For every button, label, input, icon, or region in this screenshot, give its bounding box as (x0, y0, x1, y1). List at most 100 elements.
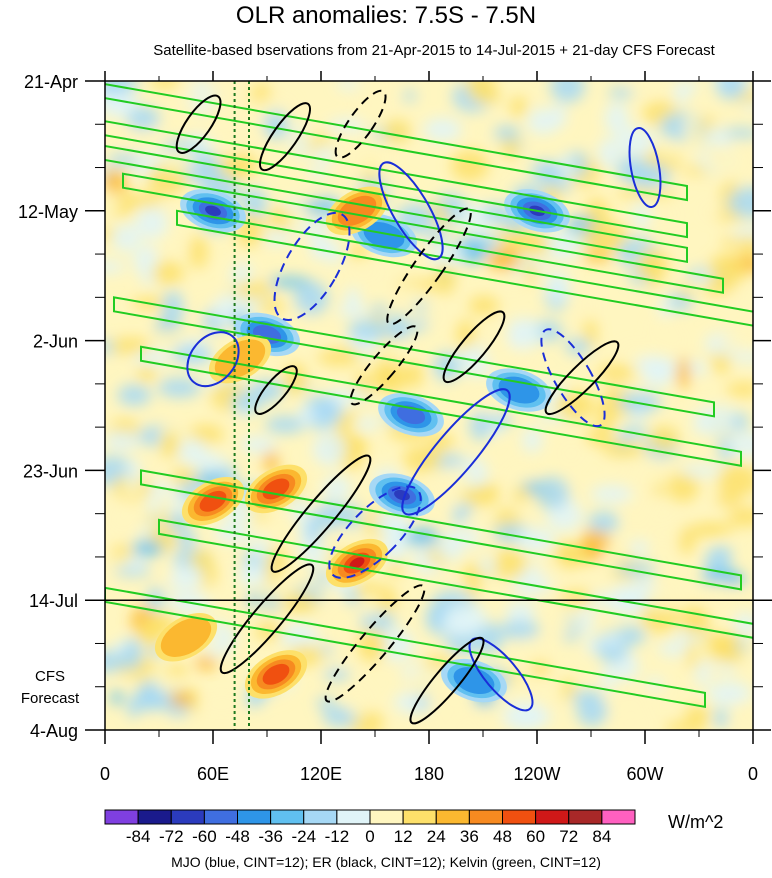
anomaly-speck (728, 431, 753, 458)
anomaly-speck (348, 688, 368, 719)
anomaly-speck (644, 81, 679, 95)
anomaly-speck (177, 438, 208, 465)
anomaly-speck (323, 668, 351, 681)
anomaly-speck (707, 681, 752, 706)
colorbar-swatch-12 (502, 809, 537, 825)
anomaly-speck (194, 656, 218, 671)
anomaly-speck (131, 540, 164, 557)
anomaly-speck (150, 81, 180, 89)
anomaly-speck (428, 697, 470, 723)
anomaly-speck (483, 202, 507, 223)
anomaly-speck (255, 97, 294, 112)
anomaly-speck (360, 592, 382, 617)
anomaly-speck (202, 582, 218, 602)
colorbar-label-4: -36 (258, 827, 283, 846)
kelvin-contour-9 (105, 586, 706, 709)
anomaly-speck (583, 219, 620, 253)
mjo-contour-5 (273, 211, 351, 321)
x-tick-label-1: 60E (197, 764, 229, 784)
colorbar-label-7: 0 (365, 827, 374, 846)
anomaly-speck (558, 154, 576, 182)
kelvin-contour-0 (105, 83, 688, 202)
anomaly-speck (109, 556, 131, 568)
anomaly-speck (576, 695, 608, 727)
x-tick-label-5: 60W (626, 764, 663, 784)
mjo-contour-0 (378, 161, 444, 261)
axes: 21-Apr 12-May 2-Jun 23-Jun 14-Jul 4-Aug 0 60E 12… (18, 71, 771, 784)
anomaly-speck (509, 96, 528, 118)
anomaly-speck (608, 709, 651, 730)
anomaly-speck (630, 459, 668, 488)
anomaly-speck (126, 555, 146, 571)
anomaly-speck (450, 149, 489, 182)
anomaly-speck (391, 312, 406, 342)
y-tick-label-5: 4-Aug (30, 721, 78, 741)
colorbar-label-5: -24 (291, 827, 316, 846)
anomaly-speck (716, 81, 746, 100)
anomaly-feature-13 (244, 650, 308, 699)
anomaly-speck (403, 446, 442, 473)
anomaly-speck (715, 493, 741, 507)
anomaly-speck (499, 620, 540, 640)
anomaly-speck (659, 142, 676, 161)
colorbar-swatch-4 (237, 809, 272, 825)
anomaly-speck (679, 464, 723, 477)
anomaly-speck (703, 205, 725, 217)
anomaly-level (160, 617, 212, 657)
anomaly-speck (596, 400, 616, 431)
x-tick-label-2: 120E (300, 764, 342, 784)
anomaly-feature-5 (369, 473, 435, 517)
anomaly-speck (324, 650, 352, 676)
er-contour-8 (219, 563, 315, 675)
anomaly-speck (718, 333, 753, 351)
er-contour-4 (442, 310, 506, 384)
anomaly-speck (189, 424, 224, 444)
anomaly-speck (239, 436, 270, 452)
anomaly-feature-14 (154, 613, 218, 662)
y-tick-label-3: 23-Jun (23, 461, 78, 481)
anomaly-speck (494, 125, 521, 141)
anomaly-speck (314, 501, 349, 530)
anomaly-speck (703, 143, 728, 166)
anomaly-speck (355, 92, 387, 120)
er-contour-7 (270, 454, 372, 573)
anomaly-speck (336, 164, 363, 176)
anomaly-speck (322, 707, 360, 727)
anomaly-level (205, 205, 221, 217)
anomaly-speck (710, 546, 733, 562)
anomaly-speck (121, 483, 142, 498)
anomaly-speck (729, 352, 753, 363)
anomaly-speck (551, 103, 567, 128)
anomaly-speck (537, 555, 561, 582)
anomaly-speck (265, 416, 307, 434)
anomaly-speck (562, 446, 579, 461)
anomaly-speck (396, 284, 423, 299)
anomaly-speck (105, 190, 121, 214)
anomaly-speck (147, 237, 189, 255)
colorbar-units: W/m^2 (668, 812, 724, 832)
anomaly-speck (545, 230, 580, 261)
colorbar-swatch-1 (137, 809, 172, 825)
anomaly-speck (423, 117, 462, 142)
colorbar-label-12: 60 (526, 827, 545, 846)
er-contour-1 (259, 102, 311, 172)
anomaly-speck (105, 169, 127, 197)
anomaly-speck (658, 641, 690, 656)
anomaly-speck (176, 528, 196, 547)
kelvin-contour-8 (158, 518, 753, 639)
anomaly-speck (535, 477, 570, 510)
er-contour-6 (254, 365, 298, 415)
anomaly-speck (237, 564, 268, 589)
anomaly-speck (551, 617, 574, 635)
wave-filter-overlays (105, 81, 753, 730)
anomaly-speck (552, 540, 582, 569)
colorbar-label-14: 84 (592, 827, 611, 846)
colorbar-swatch-2 (170, 809, 205, 825)
colorbar-label-9: 24 (427, 827, 446, 846)
anomaly-speck (469, 410, 491, 441)
anomaly-speck (252, 536, 270, 562)
x-tick-label-3: 180 (414, 764, 444, 784)
kelvin-contour-3 (176, 209, 753, 327)
anomaly-speck (193, 81, 207, 97)
anomaly-speck (267, 206, 296, 231)
